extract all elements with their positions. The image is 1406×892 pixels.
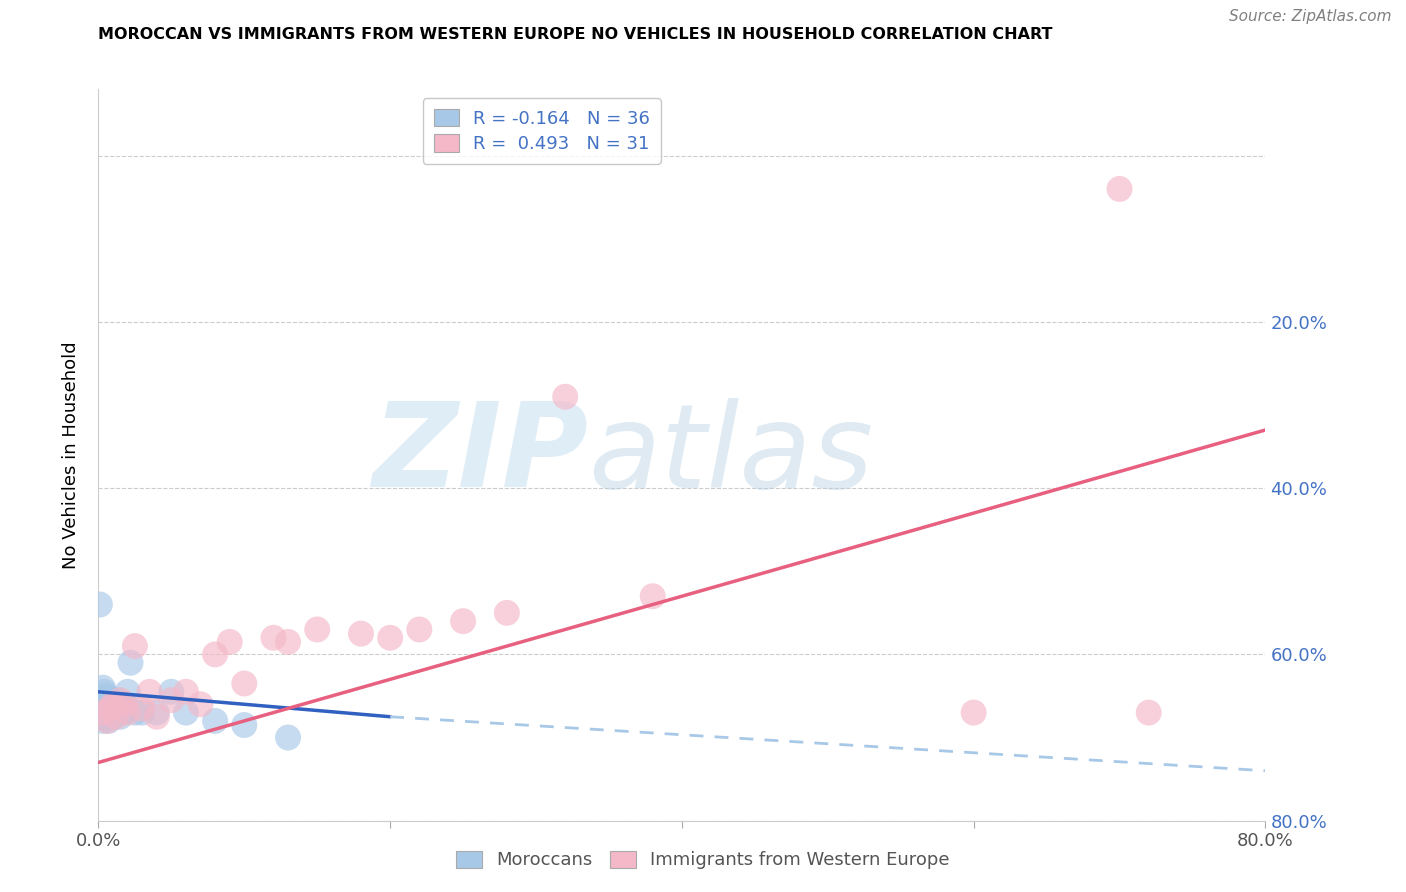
Point [114, 698, 136, 712]
Point [350, 626, 373, 640]
Point [101, 698, 124, 712]
Point [190, 698, 212, 712]
Point [174, 706, 197, 720]
Point [91, 706, 114, 720]
Point [100, 698, 122, 712]
Point [233, 718, 256, 732]
Point [90, 693, 112, 707]
Point [204, 714, 226, 728]
Point [89, 598, 111, 612]
Point [117, 685, 139, 699]
Point [111, 698, 134, 712]
Point [962, 706, 984, 720]
Point [160, 693, 183, 707]
Point [90, 706, 112, 720]
Point [114, 698, 136, 712]
Point [103, 701, 125, 715]
Point [204, 648, 226, 662]
Point [96, 714, 118, 728]
Point [101, 698, 124, 712]
Legend: R = -0.164   N = 36, R =  0.493   N = 31: R = -0.164 N = 36, R = 0.493 N = 31 [423, 98, 661, 164]
Point [105, 693, 128, 707]
Point [131, 706, 153, 720]
Point [233, 676, 256, 690]
Point [98, 701, 121, 715]
Point [91, 714, 114, 728]
Point [110, 693, 132, 707]
Point [174, 685, 197, 699]
Text: MOROCCAN VS IMMIGRANTS FROM WESTERN EUROPE NO VEHICLES IN HOUSEHOLD CORRELATION : MOROCCAN VS IMMIGRANTS FROM WESTERN EURO… [98, 27, 1053, 42]
Point [641, 589, 664, 603]
Point [97, 698, 120, 712]
Point [93, 685, 115, 699]
Point [91, 681, 114, 695]
Legend: Moroccans, Immigrants from Western Europe: Moroccans, Immigrants from Western Europ… [447, 842, 959, 879]
Point [94, 689, 117, 703]
Text: atlas: atlas [589, 398, 873, 512]
Point [124, 639, 146, 653]
Point [277, 731, 299, 745]
Point [160, 685, 183, 699]
Text: Source: ZipAtlas.com: Source: ZipAtlas.com [1229, 9, 1392, 24]
Point [117, 706, 139, 720]
Point [554, 390, 576, 404]
Point [98, 693, 121, 707]
Point [108, 701, 131, 715]
Text: ZIP: ZIP [373, 398, 589, 512]
Y-axis label: No Vehicles in Household: No Vehicles in Household [62, 341, 80, 569]
Point [408, 623, 430, 637]
Point [96, 710, 118, 724]
Point [307, 623, 329, 637]
Point [277, 635, 299, 649]
Point [451, 614, 474, 628]
Point [262, 631, 284, 645]
Point [138, 685, 160, 699]
Point [495, 606, 517, 620]
Point [104, 706, 127, 720]
Point [96, 693, 118, 707]
Point [104, 710, 127, 724]
Point [110, 710, 132, 724]
Point [146, 706, 169, 720]
Point [98, 706, 121, 720]
Point [1108, 182, 1130, 196]
Point [93, 710, 115, 724]
Point [131, 701, 153, 715]
Point [101, 710, 124, 724]
Point [112, 706, 135, 720]
Point [146, 710, 169, 724]
Point [1137, 706, 1160, 720]
Point [218, 635, 240, 649]
Point [124, 706, 146, 720]
Point [120, 656, 142, 670]
Point [97, 714, 120, 728]
Point [378, 631, 402, 645]
Point [94, 701, 117, 715]
